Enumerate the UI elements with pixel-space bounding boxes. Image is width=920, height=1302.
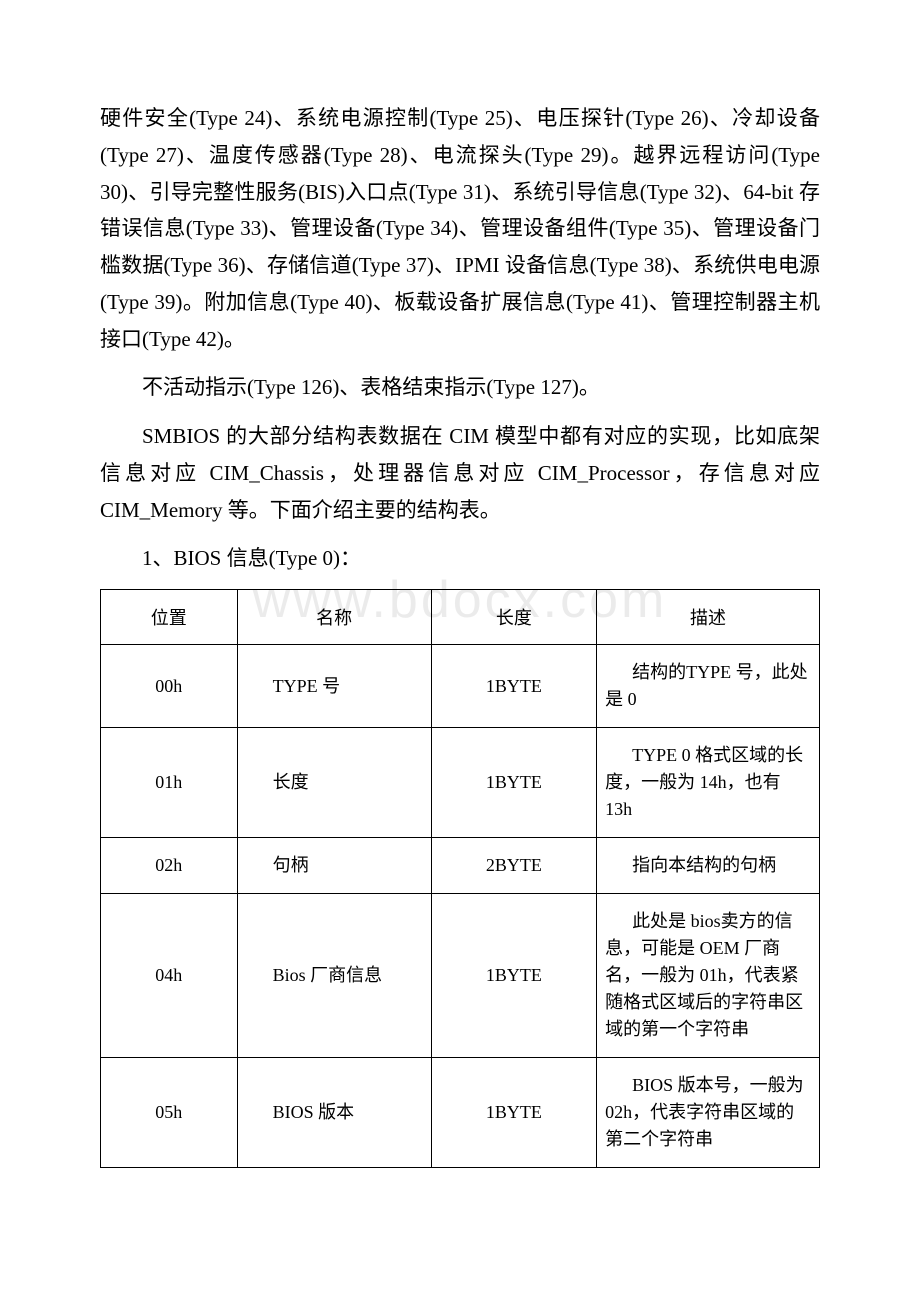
cell-name: 长度 — [237, 728, 431, 838]
header-position: 位置 — [101, 590, 238, 645]
cell-length: 1BYTE — [431, 894, 596, 1058]
bios-info-table: 位置 名称 长度 描述 00h TYPE 号 1BYTE 结构的TYPE 号，此… — [100, 589, 820, 1168]
cell-description: 此处是 bios卖方的信息，可能是 OEM 厂商名，一般为 01h，代表紧随格式… — [597, 894, 820, 1058]
header-length: 长度 — [431, 590, 596, 645]
paragraph-1: 硬件安全(Type 24)、系统电源控制(Type 25)、电压探针(Type … — [100, 100, 820, 357]
cell-name: TYPE 号 — [237, 645, 431, 728]
table-row: 04h Bios 厂商信息 1BYTE 此处是 bios卖方的信息，可能是 OE… — [101, 894, 820, 1058]
cell-name: 句柄 — [237, 838, 431, 894]
table-row: 00h TYPE 号 1BYTE 结构的TYPE 号，此处是 0 — [101, 645, 820, 728]
header-name: 名称 — [237, 590, 431, 645]
cell-position: 05h — [101, 1058, 238, 1168]
paragraph-4: 1、BIOS 信息(Type 0)： — [100, 540, 820, 577]
paragraph-2: 不活动指示(Type 126)、表格结束指示(Type 127)。 — [100, 369, 820, 406]
cell-position: 04h — [101, 894, 238, 1058]
table-row: 05h BIOS 版本 1BYTE BIOS 版本号，一般为 02h，代表字符串… — [101, 1058, 820, 1168]
cell-length: 1BYTE — [431, 728, 596, 838]
cell-position: 01h — [101, 728, 238, 838]
paragraph-3: SMBIOS 的大部分结构表数据在 CIM 模型中都有对应的实现，比如底架信息对… — [100, 418, 820, 528]
header-description: 描述 — [597, 590, 820, 645]
table-row: 01h 长度 1BYTE TYPE 0 格式区域的长度，一般为 14h，也有 1… — [101, 728, 820, 838]
cell-name: BIOS 版本 — [237, 1058, 431, 1168]
cell-description: TYPE 0 格式区域的长度，一般为 14h，也有 13h — [597, 728, 820, 838]
cell-position: 02h — [101, 838, 238, 894]
table-header-row: 位置 名称 长度 描述 — [101, 590, 820, 645]
cell-description: 指向本结构的句柄 — [597, 838, 820, 894]
cell-description: BIOS 版本号，一般为 02h，代表字符串区域的第二个字符串 — [597, 1058, 820, 1168]
cell-length: 1BYTE — [431, 1058, 596, 1168]
table-row: 02h 句柄 2BYTE 指向本结构的句柄 — [101, 838, 820, 894]
cell-description: 结构的TYPE 号，此处是 0 — [597, 645, 820, 728]
cell-length: 1BYTE — [431, 645, 596, 728]
cell-name: Bios 厂商信息 — [237, 894, 431, 1058]
cell-position: 00h — [101, 645, 238, 728]
cell-length: 2BYTE — [431, 838, 596, 894]
